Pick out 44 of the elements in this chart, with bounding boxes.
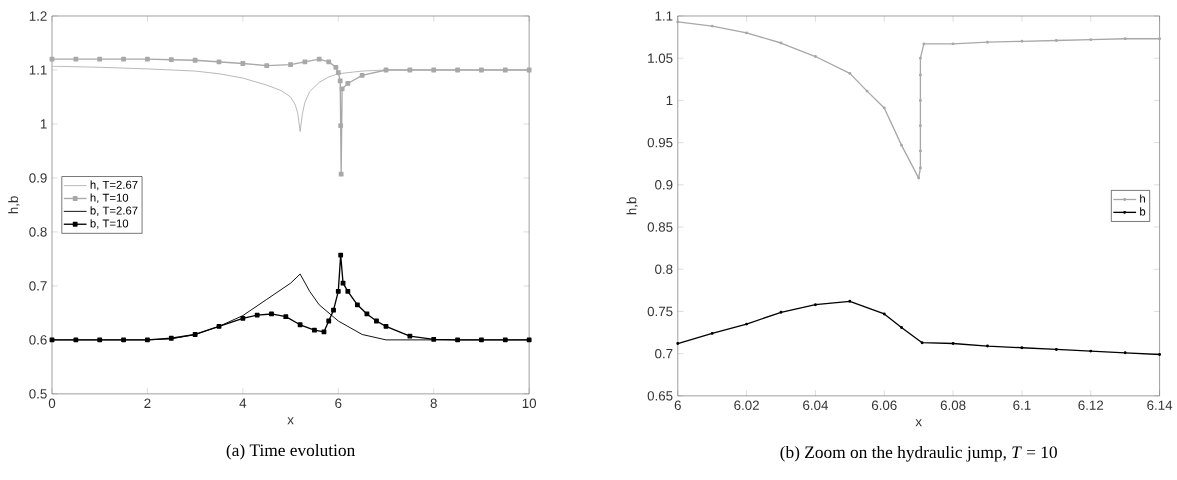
- legend-label: h: [1140, 194, 1145, 203]
- y-tick-label: 0.6: [29, 335, 47, 345]
- y-tick-label: 1.1: [29, 65, 47, 75]
- y-tick-label: 0.8: [655, 264, 673, 275]
- x-tick-label: 6.08: [940, 400, 966, 411]
- x-tick-label: 10: [522, 398, 537, 409]
- y-tick-label: 0.5: [29, 389, 47, 399]
- y-axis-title: h,b: [8, 196, 20, 214]
- text: (a) Time evolution: [226, 443, 355, 460]
- legend-label: b, T=2.67: [90, 206, 138, 216]
- x-tick-label: 0: [48, 398, 56, 409]
- y-tick-label: 0.75: [647, 306, 673, 317]
- y-tick-label: 0.7: [29, 281, 47, 291]
- y-tick-label: 1.05: [648, 53, 673, 63]
- y-tick-label: 0.95: [647, 137, 673, 148]
- x-tick-label: 6.1: [1013, 400, 1031, 411]
- x-tick-label: 6: [335, 398, 342, 409]
- y-tick-label: 0.8: [29, 227, 47, 237]
- y-tick-label: 0.9: [29, 173, 47, 183]
- y-tick-label: 1.1: [655, 11, 673, 21]
- legend-label: b: [1140, 207, 1146, 216]
- x-tick-label: 6.06: [871, 400, 897, 411]
- x-tick-label: 4: [239, 398, 247, 408]
- x-tick-label: 6.04: [803, 400, 829, 411]
- x-tick-label: 6: [674, 400, 681, 411]
- legend-label: h, T=10: [90, 193, 129, 204]
- text: (b) Zoom on the hydraulic jump, T = 10: [780, 445, 1057, 462]
- legend-label: h, T=2.67: [90, 180, 138, 191]
- y-tick-label: 1: [666, 95, 673, 106]
- y-tick-label: 0.65: [647, 391, 673, 401]
- x-tick-label: 6.12: [1078, 400, 1104, 411]
- y-tick-label: 1: [40, 119, 47, 129]
- x-tick-label: 6.14: [1147, 400, 1173, 411]
- y-tick-label: 0.9: [655, 180, 673, 190]
- x-tick-label: 2: [144, 398, 151, 408]
- x-axis-title: x: [287, 417, 294, 425]
- y-axis-title: h,b: [626, 197, 638, 215]
- x-tick-label: 6.02: [734, 400, 759, 411]
- legend-label: b, T=10: [90, 219, 129, 229]
- y-tick-label: 0.7: [655, 349, 673, 359]
- y-tick-label: 0.85: [647, 222, 673, 232]
- x-tick-label: 8: [430, 398, 437, 409]
- x-axis-title: x: [915, 419, 922, 427]
- y-tick-label: 1.2: [29, 11, 47, 21]
